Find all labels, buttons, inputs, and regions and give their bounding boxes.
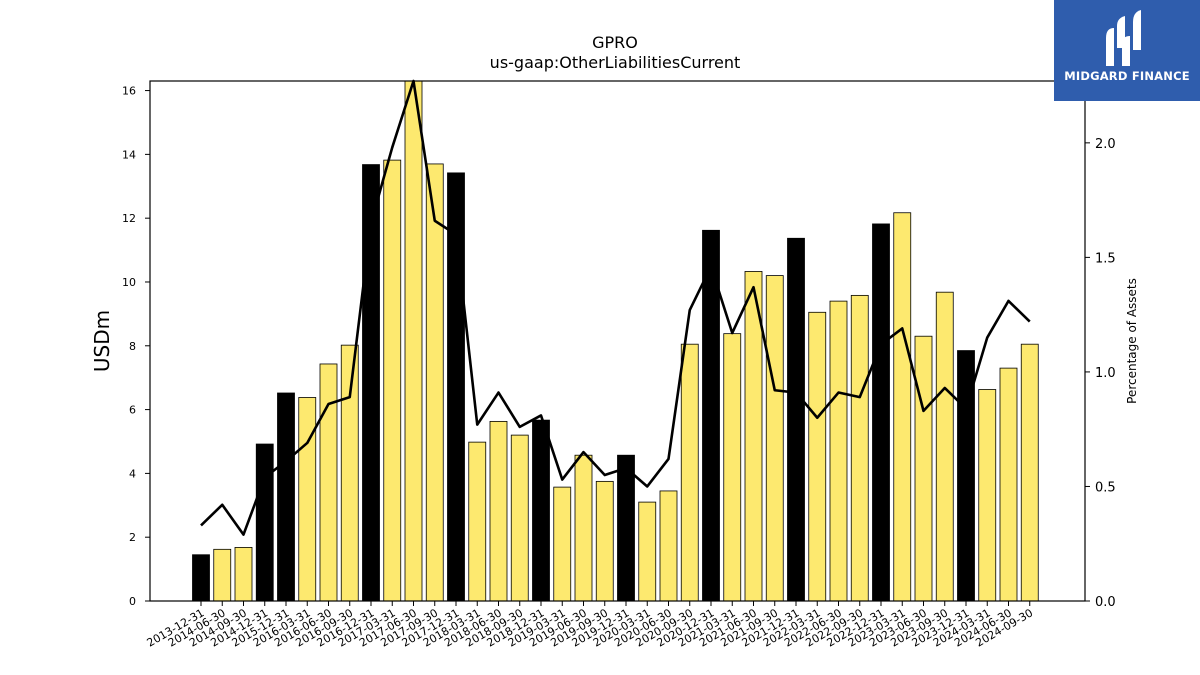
bar-2020-03-31 — [638, 501, 657, 602]
bar-2018-03-31 — [468, 441, 487, 602]
bar-2016-06-30 — [319, 363, 338, 602]
bar-2021-03-31 — [723, 333, 742, 602]
bar-2019-03-31 — [553, 486, 572, 602]
y-tick-label: 0 — [129, 595, 136, 608]
right-axis-ticks: 0.0 0.5 1.0 1.5 2.0 — [1085, 137, 1116, 610]
y-tick-label: 16 — [122, 85, 136, 98]
bar-2019-09-30 — [595, 480, 614, 602]
y2-tick-label: 0.5 — [1095, 480, 1116, 495]
bar-2018-06-30 — [489, 420, 508, 602]
x-axis-ticks: 2013-12-312014-06-302014-09-302014-12-31… — [145, 601, 1035, 650]
bar-2017-03-31 — [383, 159, 402, 602]
bar-2014-12-31 — [255, 443, 274, 602]
y2-axis-label: Percentage of Assets — [1125, 278, 1139, 404]
bar-2014-09-30 — [234, 547, 253, 602]
y-tick-label: 10 — [122, 276, 136, 289]
bar-2017-06-30 — [404, 80, 423, 602]
bars-group — [192, 80, 1039, 602]
y-tick-label: 14 — [122, 148, 136, 161]
bar-2023-03-31 — [893, 212, 912, 602]
y2-tick-label: 2.0 — [1095, 137, 1116, 152]
bar-2021-12-31 — [787, 237, 805, 602]
y-tick-label: 6 — [129, 404, 136, 417]
bar-2021-09-30 — [765, 275, 784, 602]
bar-2020-09-30 — [680, 343, 699, 602]
y2-tick-label: 1.0 — [1095, 366, 1116, 381]
bar-2018-12-31 — [532, 419, 550, 602]
bar-2024-03-31 — [978, 389, 997, 602]
bar-2016-03-31 — [298, 397, 317, 602]
bar-2019-12-31 — [617, 454, 635, 602]
bar-2022-12-31 — [872, 223, 890, 602]
bar-2023-06-30 — [914, 335, 933, 602]
y-axis-label: USDm — [90, 310, 114, 372]
bar-2017-09-30 — [425, 163, 444, 602]
left-axis-ticks: 0 2 4 6 8 10 12 14 16 — [122, 85, 150, 608]
line-group — [200, 79, 1031, 536]
bar-2013-12-31 — [192, 554, 210, 602]
brand-logo: MIDGARD FINANCE — [1054, 0, 1200, 101]
plot-frame — [149, 80, 1086, 602]
bar-2019-06-30 — [574, 454, 593, 602]
y-tick-label: 2 — [129, 531, 136, 544]
y-tick-label: 8 — [129, 340, 136, 353]
bar-2022-06-30 — [829, 300, 848, 602]
bar-2016-09-30 — [340, 344, 359, 602]
y-tick-label: 4 — [129, 467, 136, 480]
bar-2024-09-30 — [1020, 343, 1039, 602]
bar-2024-06-30 — [999, 367, 1018, 602]
bar-2022-09-30 — [850, 294, 869, 602]
y-tick-label: 12 — [122, 212, 136, 225]
y2-tick-label: 0.0 — [1095, 595, 1116, 610]
bar-2020-06-30 — [659, 490, 678, 602]
bar-2023-09-30 — [935, 291, 954, 602]
bar-2014-06-30 — [213, 548, 232, 602]
chart-subtitle: us-gaap:OtherLiabilitiesCurrent — [490, 53, 741, 72]
chart-title: GPRO — [592, 33, 638, 52]
bar-2022-03-31 — [808, 311, 827, 602]
bar-2015-12-31 — [277, 392, 295, 602]
brand-logo-text: MIDGARD FINANCE — [1064, 69, 1190, 83]
bar-2018-09-30 — [510, 434, 529, 602]
y2-tick-label: 1.5 — [1095, 251, 1116, 266]
midgard-logo-icon — [1106, 10, 1141, 66]
percentage-line — [200, 79, 1031, 536]
